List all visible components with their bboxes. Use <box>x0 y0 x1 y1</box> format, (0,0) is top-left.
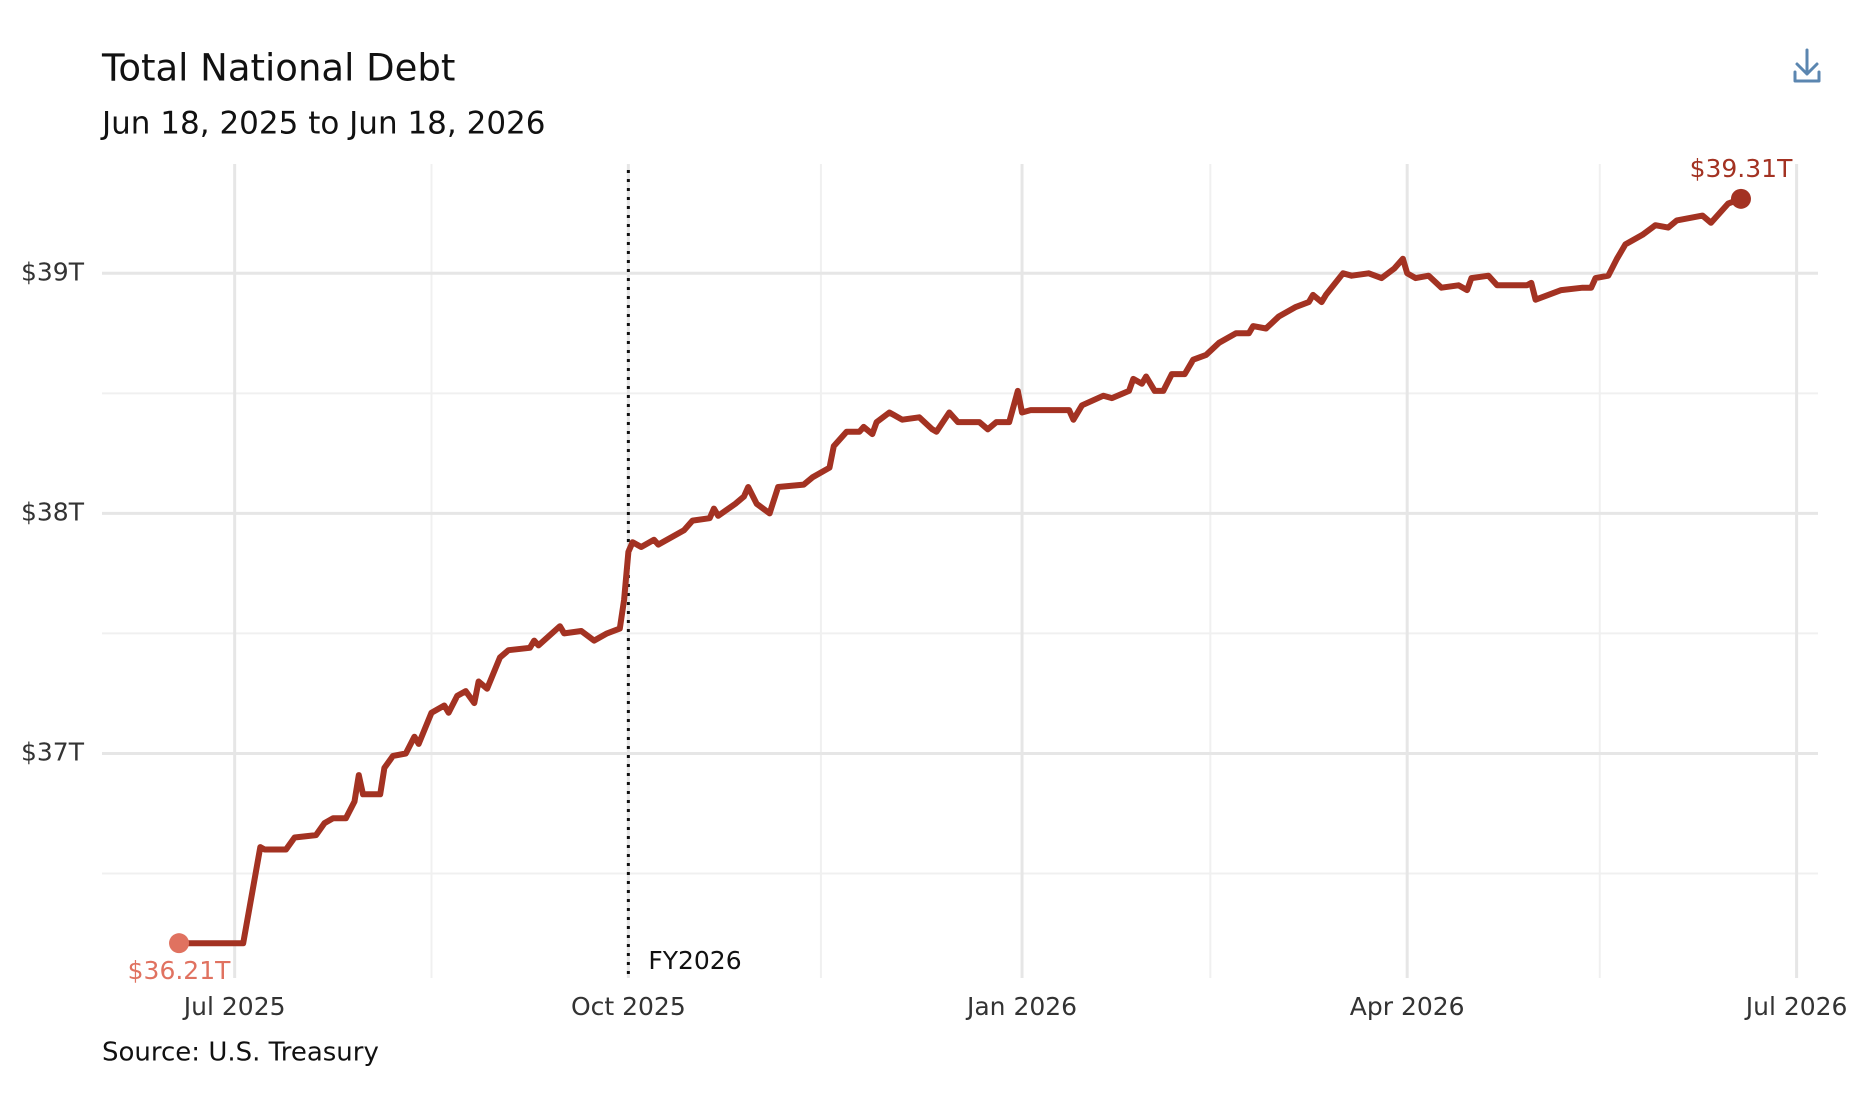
chart-title: Total National Debt <box>101 47 455 90</box>
x-tick-label: Apr 2026 <box>1350 992 1465 1021</box>
download-arrow[interactable] <box>1795 48 1819 76</box>
x-tick-label: Oct 2025 <box>571 992 686 1021</box>
x-tick-label: Jul 2026 <box>1744 992 1848 1021</box>
endpoint-dot <box>169 933 190 954</box>
endpoint-dot <box>1730 188 1751 209</box>
annotation-label: FY2026 <box>648 946 741 975</box>
download-button[interactable] <box>1793 48 1821 83</box>
debt-line <box>176 195 1744 947</box>
endpoint-label: $36.21T <box>128 956 231 985</box>
x-tick-label: Jul 2025 <box>182 992 286 1021</box>
endpoint-label: $39.31T <box>1690 154 1793 183</box>
download-tray[interactable] <box>1793 70 1821 83</box>
y-tick-label: $37T <box>21 737 85 766</box>
x-tick-label: Jan 2026 <box>965 992 1077 1021</box>
marks: FY2026 $36.21T $39.31T <box>128 154 1793 985</box>
chart-subtitle: Jun 18, 2025 to Jun 18, 2026 <box>100 106 546 142</box>
source-note: Source: U.S. Treasury <box>102 1038 379 1068</box>
y-tick-label: $39T <box>21 257 85 286</box>
y-tick-label: $38T <box>21 497 85 526</box>
grid: $37T $38T $39T Jul 2025 Oct 2025 Jan 2026 Apr … <box>21 164 1847 1021</box>
